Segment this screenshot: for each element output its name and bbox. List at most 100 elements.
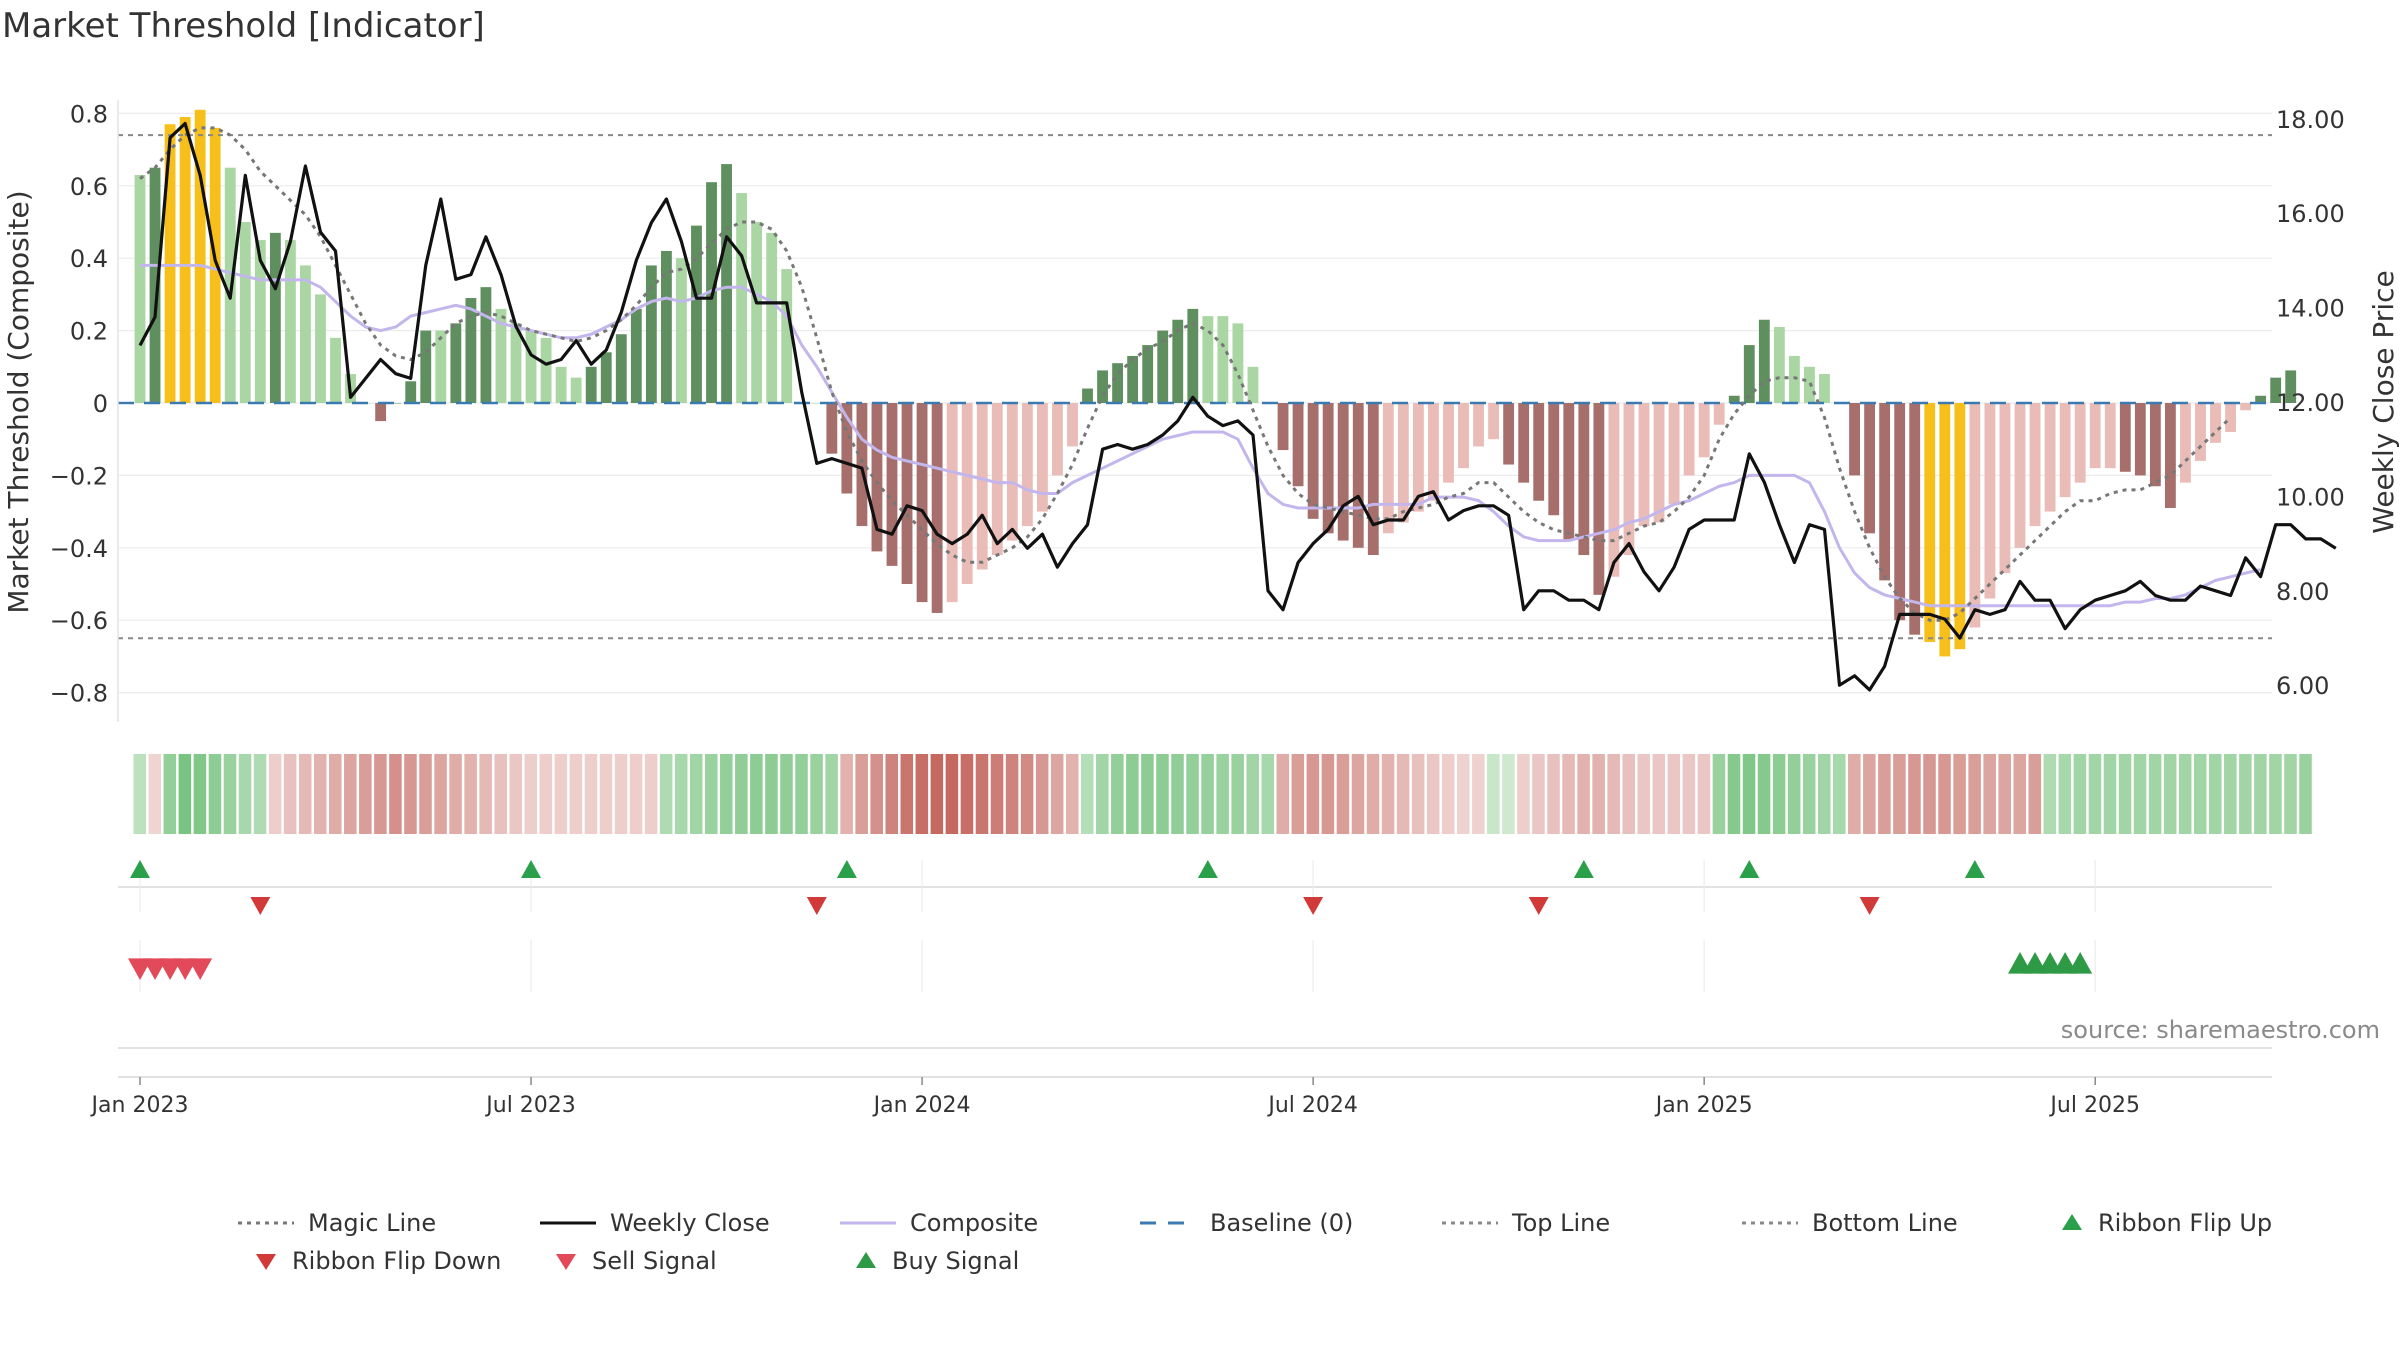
legend-swatch xyxy=(1742,1221,1798,1225)
ribbon-cell xyxy=(1502,754,1515,834)
composite-bar xyxy=(660,250,672,403)
ribbon-cell xyxy=(2103,754,2117,834)
ribbon-cell xyxy=(2118,754,2132,834)
ribbon-cell xyxy=(2163,754,2177,834)
composite-bar xyxy=(1202,316,1214,403)
sell-signal-marker xyxy=(158,958,183,980)
composite-bar xyxy=(1067,403,1078,447)
buy-signal-marker xyxy=(2038,952,2063,974)
ribbon-cell xyxy=(1381,754,1395,834)
ribbon-cell xyxy=(765,754,778,834)
ribbon-cell xyxy=(1216,754,1229,834)
ribbon-cell xyxy=(2088,754,2102,834)
composite-bar xyxy=(510,323,522,403)
ribbon-cell xyxy=(1035,754,1049,834)
ribbon-flip-down-marker xyxy=(1528,897,1549,915)
ribbon-cell xyxy=(2209,754,2222,834)
buy-signal-marker xyxy=(2068,952,2093,974)
ribbon-cell xyxy=(945,754,959,834)
ribbon-cell xyxy=(1577,754,1590,834)
ribbon-cell xyxy=(479,754,492,834)
ribbon-cell xyxy=(780,754,793,834)
composite-bar xyxy=(315,294,326,403)
composite-bars xyxy=(134,109,2297,657)
ribbon-cell xyxy=(133,754,147,834)
composite-bar xyxy=(570,377,582,403)
ribbon-cell xyxy=(2239,754,2252,834)
composite-bar xyxy=(269,232,281,403)
ribbon-cell xyxy=(810,754,823,834)
composite-bar xyxy=(179,117,191,404)
ribbon-cell xyxy=(1667,754,1681,834)
ribbon-cell xyxy=(915,754,929,834)
composite-bar xyxy=(2014,403,2026,548)
ribbon-cell xyxy=(1321,754,1335,834)
composite-bar xyxy=(871,403,883,552)
ribbon-flip-up-marker xyxy=(130,860,150,878)
ribbon-flip-up-marker xyxy=(1197,860,1218,878)
ribbon-cell xyxy=(1772,754,1786,834)
composite-bar xyxy=(2104,403,2116,469)
y-tick-label-left: −0.4 xyxy=(50,535,108,563)
legend-label: Buy Signal xyxy=(892,1247,1020,1275)
composite-bar xyxy=(811,403,823,404)
ribbon-cell xyxy=(750,754,763,834)
composite-bar xyxy=(2285,370,2297,403)
ribbon-cell xyxy=(283,754,297,834)
composite-bar xyxy=(600,352,612,403)
composite-bar xyxy=(1142,345,1154,403)
composite-bar xyxy=(961,403,973,584)
composite-bar xyxy=(1082,388,1093,403)
ribbon-cell xyxy=(1923,754,1936,834)
ribbon-cell xyxy=(2284,754,2297,834)
composite-bar xyxy=(630,308,642,403)
ribbon-cell xyxy=(930,754,944,834)
composite-bar xyxy=(946,403,958,603)
ribbon-cell xyxy=(975,754,989,834)
ribbon-cell xyxy=(1201,754,1214,834)
composite-bar xyxy=(1337,403,1349,541)
ribbon-flip-down-marker xyxy=(250,897,271,915)
ribbon-cell xyxy=(674,754,688,834)
ribbon-cell xyxy=(313,754,327,834)
ribbon-cell xyxy=(208,754,222,834)
composite-bar xyxy=(1397,403,1409,523)
composite-bar xyxy=(721,164,732,403)
y-tick-label-left: 0.6 xyxy=(70,173,108,201)
composite-bar xyxy=(1578,403,1590,556)
ribbon-cell xyxy=(1186,754,1199,834)
composite-bar xyxy=(2255,395,2267,403)
composite-bar xyxy=(1939,403,1951,657)
ribbon-cell xyxy=(434,754,447,834)
legend-swatch xyxy=(540,1221,596,1225)
composite-bar xyxy=(2195,403,2206,461)
ribbon-cell xyxy=(253,754,267,834)
ribbon-cell xyxy=(238,754,252,834)
composite-bar xyxy=(495,308,507,403)
ribbon-cell xyxy=(1336,754,1350,834)
ribbon-cell xyxy=(2043,754,2057,834)
axes: 0.8 0.6 0.4 0.2 0 −0.2 −0.4 −0.6 −0.8 18.00 16.00 1… xyxy=(50,100,2345,722)
composite-bar xyxy=(2225,403,2236,432)
composite-bar xyxy=(1969,403,1981,628)
ribbon-cell xyxy=(1096,754,1109,834)
composite-bar xyxy=(525,330,537,403)
ribbon-cell xyxy=(178,754,192,834)
composite-bar xyxy=(1894,403,1906,621)
composite-bar xyxy=(1788,355,1800,403)
ribbon-cell xyxy=(2148,754,2162,834)
ribbon-cell xyxy=(1441,754,1455,834)
sell-signal-marker xyxy=(128,958,152,980)
composite-bar xyxy=(330,337,341,403)
ribbon-cell xyxy=(855,754,868,834)
ribbon-cell xyxy=(1817,754,1831,834)
ribbon-cell xyxy=(1126,754,1139,834)
composite-bar xyxy=(435,330,447,403)
composite-bar xyxy=(2134,403,2146,476)
composite-bar xyxy=(1909,403,1921,635)
y-tick-label-left: −0.8 xyxy=(50,680,108,708)
composite-bar xyxy=(375,403,387,422)
composite-bar xyxy=(886,403,898,566)
ribbon-cell xyxy=(1517,754,1530,834)
composite-bar xyxy=(1533,403,1545,501)
